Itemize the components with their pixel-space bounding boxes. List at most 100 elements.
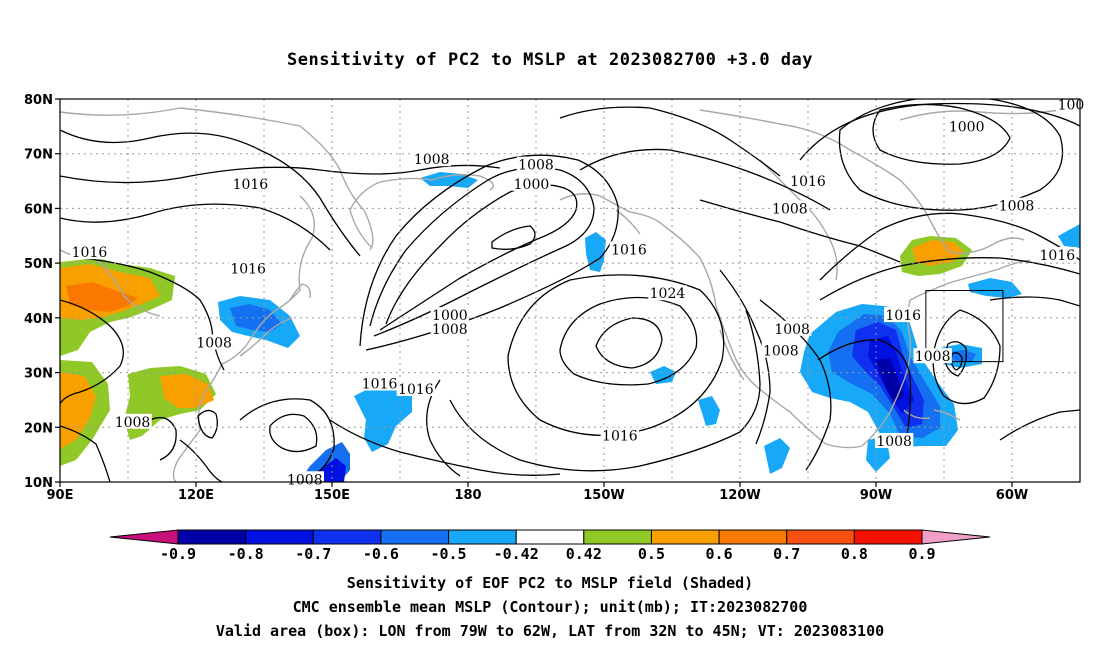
longitude-ticks: 90E 120E 150E 180 150W 120W 90W 60W	[47, 482, 1028, 503]
contour-label: 1008	[414, 152, 450, 168]
contour-label-bg	[600, 427, 640, 443]
colorbar-label: -0.5	[430, 545, 466, 563]
lon-tick-label: 120W	[719, 488, 760, 503]
contour-labels: 1008 100810001016101610161000100810081016…	[70, 96, 1086, 488]
contour-label: 1008	[876, 434, 912, 450]
contour-label: 1008	[772, 201, 808, 217]
contour-label-bg	[430, 320, 470, 336]
contour-label: 1008	[999, 199, 1035, 215]
contour-label-bg	[194, 334, 234, 350]
colorbar-swatch	[853, 529, 923, 545]
colorbar-swatch	[650, 529, 720, 545]
contour-label-bg	[761, 342, 800, 358]
contour-label: 1008	[915, 349, 951, 365]
mslp-contours	[60, 99, 1080, 482]
colorbar-swatch	[177, 529, 247, 545]
contour-label-bg	[412, 151, 451, 167]
lat-tick-label: 40N	[24, 312, 53, 327]
map-frame	[59, 98, 1081, 483]
colorbar-label: 0.9	[908, 545, 935, 563]
lon-tick-label: 150E	[314, 488, 350, 503]
contour-label-bg	[70, 244, 109, 260]
caption-contour: CMC ensemble mean MSLP (Contour); unit(m…	[292, 598, 808, 616]
contour-label-bg	[512, 175, 551, 191]
contour-label: 1016	[790, 174, 826, 190]
contour-label-bg	[772, 320, 812, 336]
contour-label-bg	[788, 173, 828, 189]
caption-shaded: Sensitivity of EOF PC2 to MSLP field (Sh…	[346, 574, 754, 592]
contour-label-bg	[884, 307, 923, 323]
colorbar-label: 0.5	[638, 545, 665, 563]
colorbar-label: -0.8	[228, 545, 264, 563]
colorbar-swatch	[312, 529, 382, 545]
colorbar-label: 0.8	[841, 545, 868, 563]
contour-label: 1016	[362, 377, 398, 393]
contour-label: 1000	[514, 177, 550, 193]
contour-label: 1008	[287, 472, 323, 488]
contour-label: 1016	[230, 262, 266, 278]
contour-label: 1008	[432, 322, 468, 338]
contour-label-bg	[1056, 96, 1086, 112]
contour-label: 100	[1058, 97, 1085, 113]
colorbar-swatch	[448, 529, 517, 545]
contour-label: 1008	[763, 344, 799, 360]
colorbar-label: -0.9	[160, 545, 196, 563]
lat-tick-label: 10N	[24, 476, 53, 491]
contour-label: 1008	[196, 335, 232, 351]
contour-label: 1016	[1040, 248, 1076, 264]
contour-label: 1008	[115, 415, 151, 431]
colorbar: -0.9 -0.8 -0.7 -0.6 -0.5 -0.42 0.42 0.5 0.6 0.7 0.…	[109, 529, 991, 563]
lon-tick-label: 180	[454, 488, 481, 503]
colorbar-swatch	[786, 529, 855, 545]
colorbar-swatch	[583, 529, 652, 545]
colorbar-swatch	[380, 529, 450, 545]
contour-label: 1008	[774, 322, 810, 338]
contour-label-bg	[648, 285, 687, 301]
contour-label: 1016	[602, 428, 638, 444]
contour-label-bg	[113, 413, 152, 429]
contour-label: 1016	[885, 308, 921, 324]
contour-label: 1008	[518, 158, 554, 174]
contour-label-bg	[231, 175, 270, 191]
contour-label-bg	[396, 380, 436, 396]
contour-label-bg	[228, 260, 268, 276]
colorbar-swatch	[245, 529, 314, 545]
caption-valid-area: Valid area (box): LON from 79W to 62W, L…	[215, 622, 885, 640]
contour-label: 1016	[398, 382, 434, 398]
colorbar-label: 0.6	[706, 545, 733, 563]
contour-label-bg	[1038, 246, 1077, 262]
contour-label: 1016	[233, 177, 269, 193]
valid-area-box	[925, 290, 1004, 363]
colorbar-low-extension	[109, 529, 179, 545]
lat-tick-label: 80N	[24, 93, 53, 108]
contour-label: 1024	[650, 286, 686, 302]
contour-label-bg	[997, 197, 1036, 213]
colorbar-high-extension	[921, 529, 991, 545]
lat-tick-label: 50N	[24, 257, 53, 272]
colorbar-label: 0.7	[773, 545, 800, 563]
colorbar-label: -0.7	[295, 545, 331, 563]
contour-label-bg	[913, 348, 952, 364]
contour-label: 1016	[611, 242, 647, 258]
lon-tick-label: 120E	[178, 488, 214, 503]
contour-label: 1000	[432, 308, 468, 324]
lat-tick-label: 30N	[24, 367, 53, 382]
contour-label-bg	[770, 200, 810, 216]
contour-label: 1016	[72, 245, 108, 261]
map-title: Sensitivity of PC2 to MSLP at 2023082700…	[286, 50, 813, 70]
contour-label-bg	[609, 241, 649, 257]
contour-label: 1000	[949, 119, 985, 135]
lat-tick-label: 60N	[24, 202, 53, 217]
colorbar-label: 0.42	[566, 545, 602, 563]
lon-tick-label: 90W	[860, 488, 892, 503]
contour-label-bg	[947, 118, 986, 134]
colorbar-label: -0.42	[494, 545, 539, 563]
colorbar-swatch	[515, 529, 585, 545]
latitude-ticks: 80N 70N 60N 50N 40N 30N 20N 10N	[24, 93, 60, 491]
lon-tick-label: 60W	[996, 488, 1028, 503]
colorbar-swatch	[718, 529, 788, 545]
contour-label-bg	[516, 156, 556, 172]
lon-tick-label: 150W	[583, 488, 624, 503]
contour-label-bg	[360, 375, 399, 391]
